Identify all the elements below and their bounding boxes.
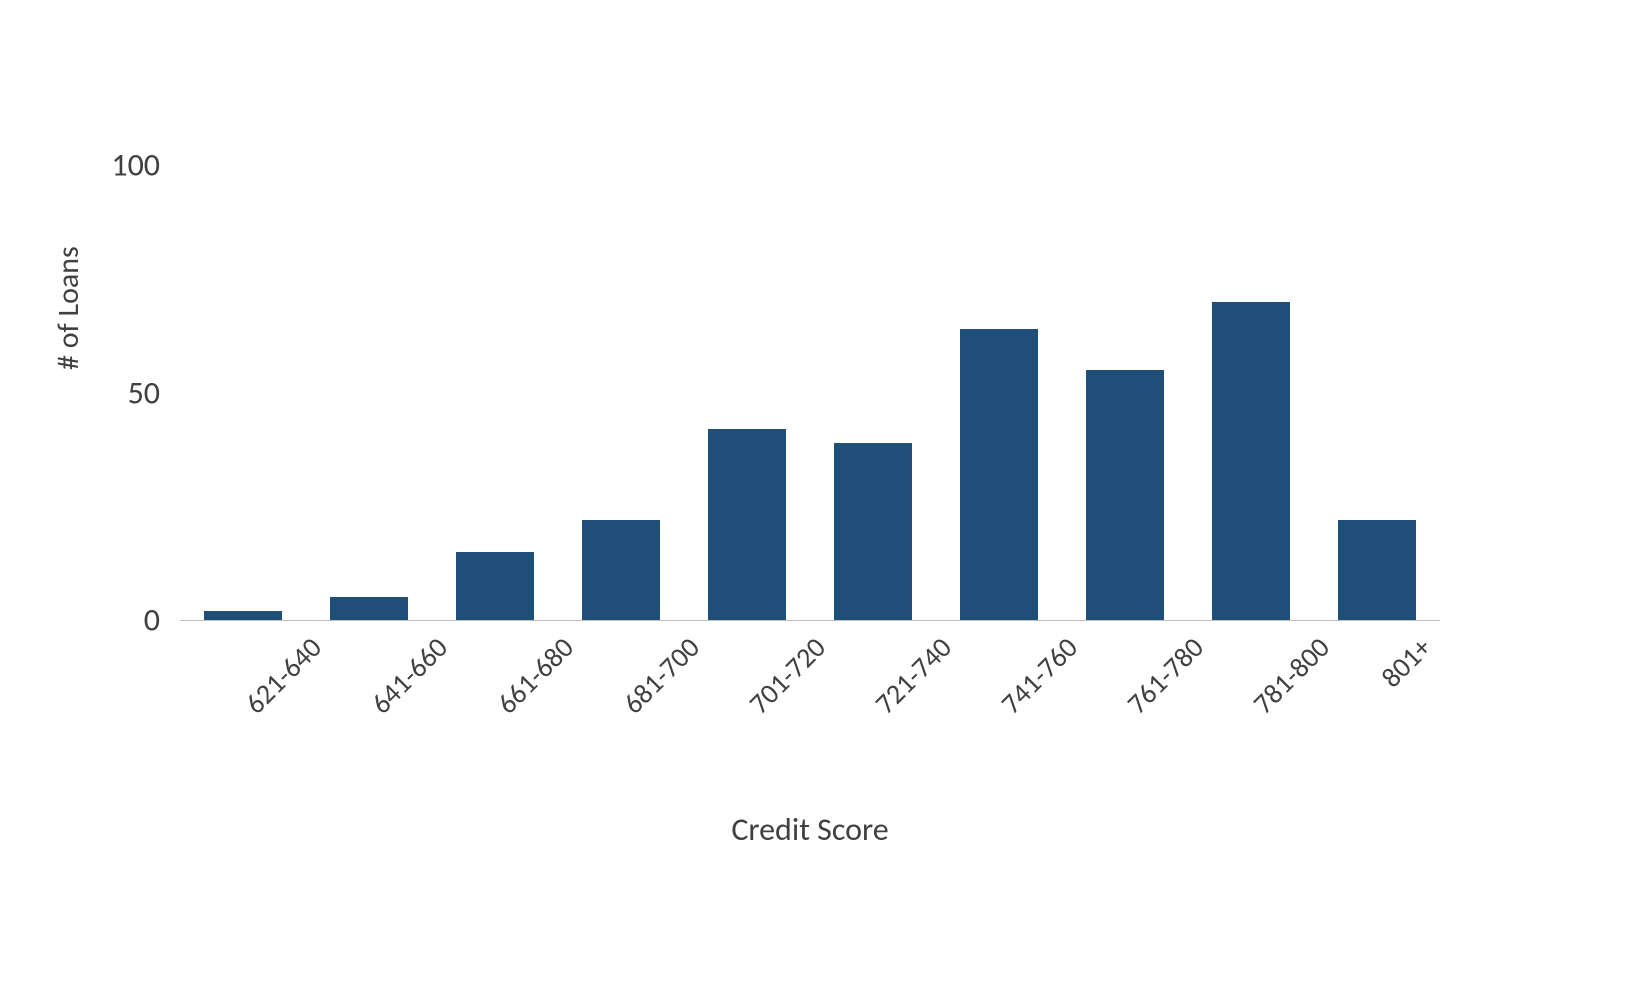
x-label-slot: 801+ — [1314, 630, 1440, 790]
bar-slot — [684, 120, 810, 620]
bar-slot — [1314, 120, 1440, 620]
x-label-slot: 741-760 — [936, 630, 1062, 790]
bar-slot — [936, 120, 1062, 620]
plot-area — [180, 120, 1440, 621]
x-tick-label: 801+ — [1374, 630, 1439, 695]
x-label-slot: 681-700 — [558, 630, 684, 790]
x-label-slot: 701-720 — [684, 630, 810, 790]
bar — [1086, 370, 1164, 620]
bar — [1338, 520, 1416, 620]
x-label-slot: 661-680 — [432, 630, 558, 790]
x-label-slot: 621-640 — [180, 630, 306, 790]
bar — [1212, 302, 1290, 620]
x-label-slot: 781-800 — [1188, 630, 1314, 790]
x-label-slot: 721-740 — [810, 630, 936, 790]
bar-slot — [810, 120, 936, 620]
bar — [456, 552, 534, 620]
bar-slot — [558, 120, 684, 620]
x-axis-title: Credit Score — [180, 810, 1440, 849]
bar — [708, 429, 786, 620]
y-axis-title: # of Loans — [50, 246, 87, 370]
bar — [960, 329, 1038, 620]
x-label-slot: 641-660 — [306, 630, 432, 790]
bar-slot — [1062, 120, 1188, 620]
bar — [204, 611, 282, 620]
y-tick-label: 0 — [80, 601, 160, 640]
y-tick-label: 100 — [80, 146, 160, 185]
bar-slot — [180, 120, 306, 620]
x-axis-labels: 621-640641-660661-680681-700701-720721-7… — [180, 630, 1440, 790]
bar — [834, 443, 912, 620]
bar-slot — [1188, 120, 1314, 620]
bars-container — [180, 120, 1440, 620]
credit-score-bar-chart: # of Loans 050100 621-640641-660661-6806… — [60, 120, 1460, 920]
x-label-slot: 761-780 — [1062, 630, 1188, 790]
bar-slot — [306, 120, 432, 620]
bar-slot — [432, 120, 558, 620]
y-tick-label: 50 — [80, 373, 160, 412]
bar — [330, 597, 408, 620]
bar — [582, 520, 660, 620]
